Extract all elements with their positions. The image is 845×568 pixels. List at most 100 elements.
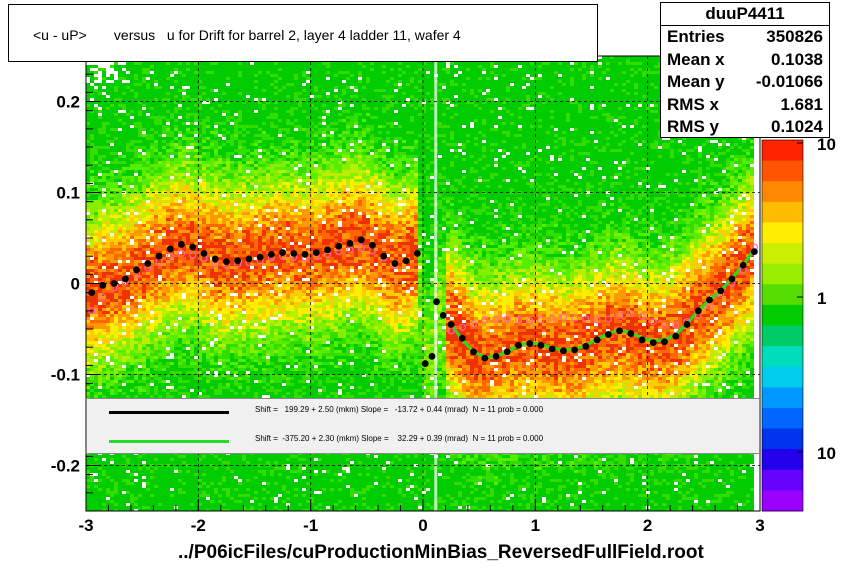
heatmap-cell (102, 152, 106, 155)
heatmap-cell (166, 341, 170, 344)
heatmap-cell (134, 386, 138, 389)
heatmap-cell (90, 269, 94, 272)
heatmap-cell (166, 251, 170, 254)
heatmap-cell (130, 224, 134, 227)
heatmap-cell (134, 227, 138, 230)
heatmap-cell (154, 65, 158, 68)
heatmap-cell (86, 233, 90, 236)
heatmap-cell (134, 209, 138, 212)
heatmap-cell (110, 215, 114, 218)
heatmap-cell (186, 293, 190, 296)
heatmap-cell (122, 269, 126, 272)
heatmap-cell (186, 296, 190, 299)
heatmap-cell (206, 149, 210, 152)
heatmap-cell (114, 176, 118, 179)
heatmap-cell (118, 485, 122, 488)
heatmap-cell (214, 392, 218, 395)
heatmap-cell (98, 161, 102, 164)
heatmap-cell (86, 344, 90, 347)
heatmap-cell (114, 299, 118, 302)
heatmap-cell (142, 215, 146, 218)
heatmap-cell (122, 359, 126, 362)
heatmap-cell (218, 299, 222, 302)
heatmap-cell (90, 308, 94, 311)
heatmap-cell (190, 353, 194, 356)
heatmap-cell (206, 218, 210, 221)
heatmap-cell (118, 200, 122, 203)
heatmap-cell (114, 65, 118, 68)
heatmap-cell (202, 230, 206, 233)
heatmap-cell (170, 149, 174, 152)
heatmap-cell (170, 158, 174, 161)
heatmap-cell (90, 221, 94, 224)
heatmap-cell (202, 326, 206, 329)
heatmap-cell (90, 356, 94, 359)
heatmap-cell (146, 314, 150, 317)
heatmap-cell (178, 455, 182, 458)
heatmap-cell (202, 110, 206, 113)
heatmap-cell (150, 293, 154, 296)
heatmap-cell (170, 473, 174, 476)
heatmap-cell (210, 287, 214, 290)
heatmap-cell (170, 500, 174, 503)
heatmap-cell (182, 368, 186, 371)
heatmap-cell (134, 98, 138, 101)
heatmap-cell (206, 209, 210, 212)
heatmap-cell (218, 347, 222, 350)
heatmap-cell (98, 377, 102, 380)
heatmap-cell (186, 227, 190, 230)
heatmap-cell (158, 356, 162, 359)
heatmap-cell (134, 470, 138, 473)
heatmap-cell (130, 77, 134, 80)
heatmap-cell (114, 476, 118, 479)
heatmap-cell (90, 77, 94, 80)
heatmap-cell (86, 293, 90, 296)
heatmap-cell (94, 137, 98, 140)
heatmap-cell (150, 365, 154, 368)
heatmap-cell (174, 461, 178, 464)
heatmap-cell (222, 203, 226, 206)
heatmap-cell (198, 497, 202, 500)
heatmap-cell (158, 488, 162, 491)
heatmap-cell (134, 371, 138, 374)
heatmap-cell (106, 488, 110, 491)
heatmap-cell (154, 194, 158, 197)
heatmap-cell (114, 152, 118, 155)
heatmap-cell (138, 281, 142, 284)
heatmap-cell (130, 308, 134, 311)
heatmap-cell (174, 110, 178, 113)
heatmap-cell (114, 341, 118, 344)
heatmap-cell (106, 215, 110, 218)
heatmap-cell (166, 134, 170, 137)
heatmap-cell (122, 200, 126, 203)
heatmap-cell (130, 344, 134, 347)
heatmap-cell (158, 365, 162, 368)
heatmap-cell (134, 491, 138, 494)
heatmap-cell (186, 284, 190, 287)
heatmap-cell (146, 368, 150, 371)
heatmap-cell (222, 269, 226, 272)
heatmap-cell (114, 302, 118, 305)
heatmap-cell (202, 161, 206, 164)
heatmap-cell (138, 230, 142, 233)
heatmap-cell (162, 242, 166, 245)
heatmap-cell (114, 137, 118, 140)
heatmap-cell (166, 473, 170, 476)
heatmap-cell (190, 314, 194, 317)
heatmap-cell (202, 497, 206, 500)
heatmap-cell (130, 353, 134, 356)
heatmap-cell (110, 242, 114, 245)
heatmap-cell (214, 278, 218, 281)
heatmap-cell (106, 191, 110, 194)
heatmap-cell (210, 395, 214, 398)
heatmap-cell (130, 503, 134, 506)
heatmap-cell (150, 338, 154, 341)
heatmap-cell (118, 326, 122, 329)
heatmap-cell (214, 191, 218, 194)
heatmap-cell (146, 68, 150, 71)
heatmap-cell (198, 284, 202, 287)
heatmap-cell (198, 125, 202, 128)
heatmap-cell (218, 116, 222, 119)
heatmap-cell (178, 479, 182, 482)
heatmap-cell (118, 500, 122, 503)
